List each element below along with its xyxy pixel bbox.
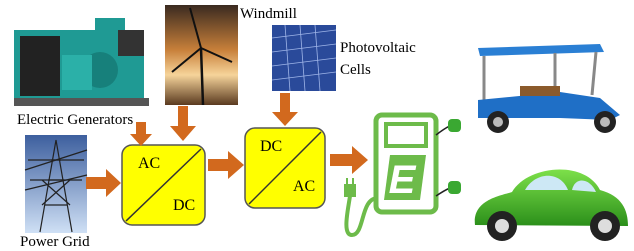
rickshaw-image [478, 44, 620, 133]
converter-input: DC [260, 138, 282, 155]
windmill-image [165, 5, 238, 105]
generator-image [14, 18, 149, 106]
pv-label: Photovoltaic [340, 40, 416, 56]
diagram: Electric Generators Windmill Photovoltai… [0, 0, 634, 251]
grid-label: Power Grid [20, 234, 90, 250]
converter-output: DC [173, 197, 195, 214]
converter [245, 128, 325, 208]
pv-image [272, 25, 336, 91]
converter-output: AC [293, 178, 315, 195]
converter-input: AC [138, 155, 160, 172]
grid-image [25, 135, 87, 233]
charger-label: E [389, 158, 417, 202]
car-image [475, 170, 628, 241]
windmill-label: Windmill [240, 6, 297, 22]
generator-label: Electric Generators [17, 112, 133, 128]
pv-label: Cells [340, 62, 371, 78]
